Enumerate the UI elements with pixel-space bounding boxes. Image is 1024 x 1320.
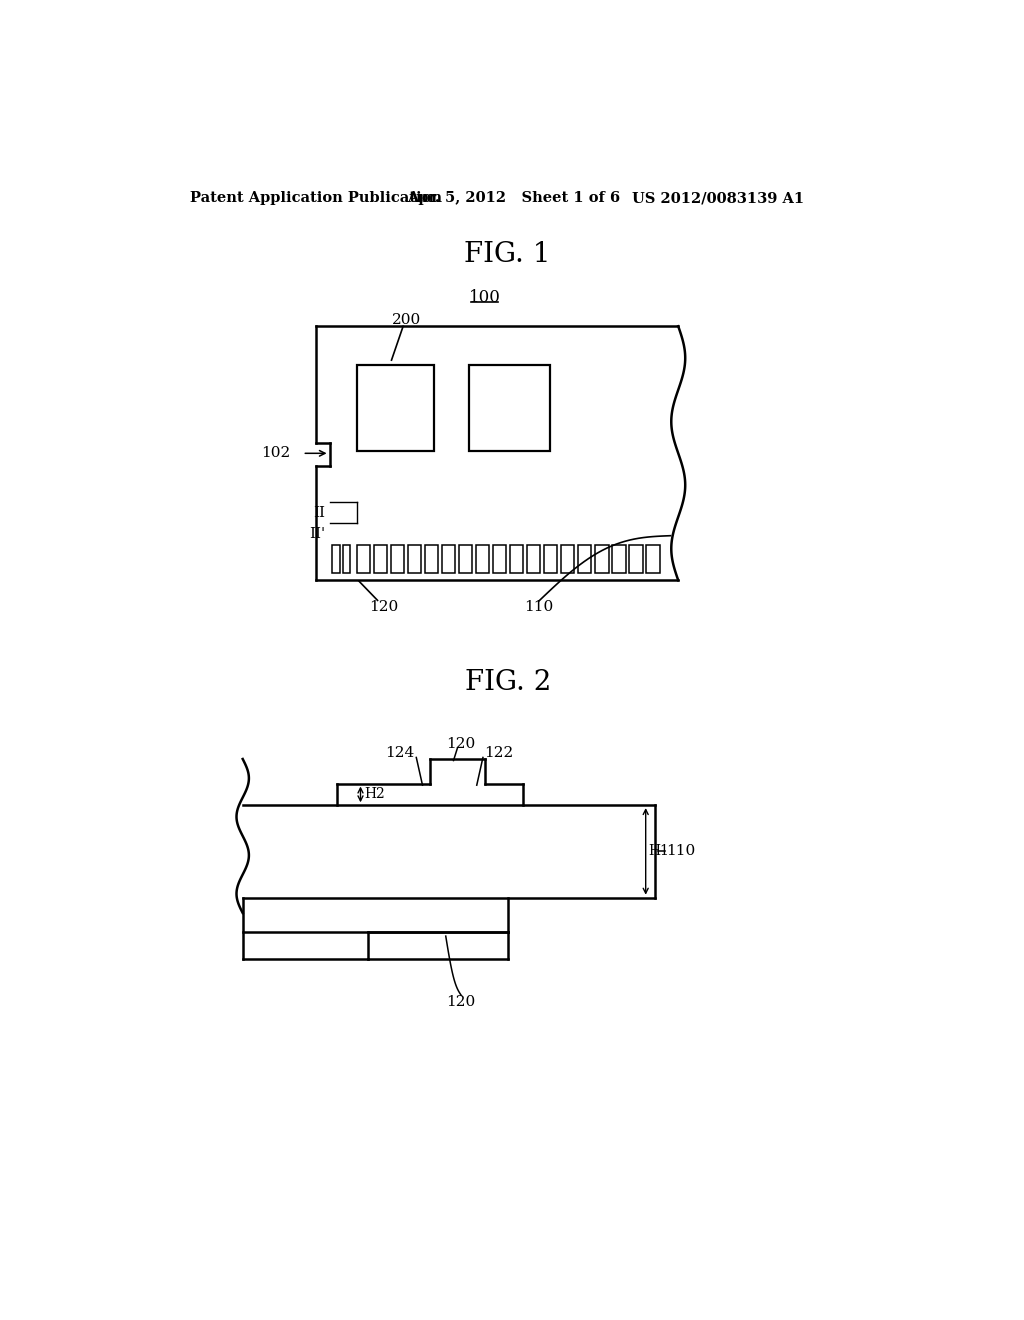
Bar xyxy=(442,545,455,573)
Text: Apr. 5, 2012   Sheet 1 of 6: Apr. 5, 2012 Sheet 1 of 6 xyxy=(407,191,621,206)
Bar xyxy=(510,545,523,573)
Bar xyxy=(527,545,541,573)
Text: H2: H2 xyxy=(365,788,385,801)
Bar xyxy=(391,545,403,573)
Bar xyxy=(612,545,626,573)
Bar xyxy=(595,545,608,573)
Text: 120: 120 xyxy=(446,737,476,751)
Text: 120: 120 xyxy=(369,599,398,614)
Bar xyxy=(544,545,557,573)
Text: 110: 110 xyxy=(667,845,696,858)
Text: FIG. 2: FIG. 2 xyxy=(465,668,551,696)
Text: 110: 110 xyxy=(524,599,553,614)
Bar xyxy=(356,364,434,451)
Text: FIG. 1: FIG. 1 xyxy=(465,242,551,268)
Text: II: II xyxy=(313,506,326,520)
Text: 100: 100 xyxy=(469,289,501,305)
Text: H1: H1 xyxy=(648,845,669,858)
Bar xyxy=(343,545,350,573)
Text: II': II' xyxy=(309,527,326,541)
Bar xyxy=(493,545,506,573)
Bar xyxy=(425,545,438,573)
Bar xyxy=(408,545,421,573)
Text: 200: 200 xyxy=(392,313,422,327)
Text: Patent Application Publication: Patent Application Publication xyxy=(190,191,442,206)
Bar xyxy=(579,545,592,573)
Bar xyxy=(561,545,574,573)
Text: 120: 120 xyxy=(446,994,476,1008)
Bar xyxy=(476,545,489,573)
Text: 122: 122 xyxy=(484,746,514,760)
Text: 102: 102 xyxy=(261,446,291,461)
Bar xyxy=(630,545,643,573)
Bar xyxy=(469,364,550,451)
Bar xyxy=(332,545,340,573)
Text: 124: 124 xyxy=(385,746,415,760)
Bar xyxy=(374,545,387,573)
Bar xyxy=(646,545,659,573)
Bar xyxy=(356,545,370,573)
Bar xyxy=(459,545,472,573)
Text: US 2012/0083139 A1: US 2012/0083139 A1 xyxy=(632,191,804,206)
